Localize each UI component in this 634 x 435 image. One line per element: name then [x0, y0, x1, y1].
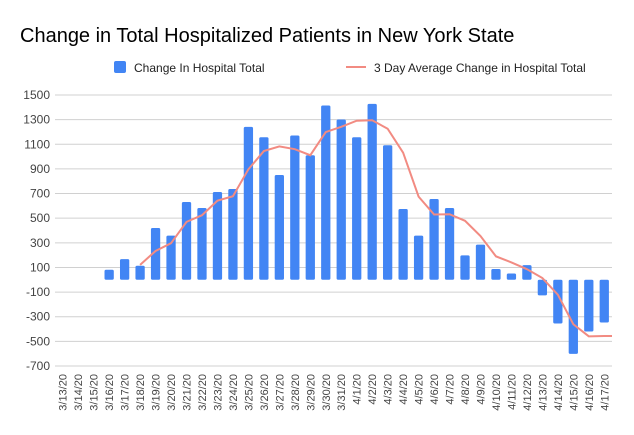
y-tick-label: 500: [30, 211, 50, 225]
bar: [274, 174, 284, 280]
y-tick-label: 1500: [23, 88, 50, 102]
bar: [553, 279, 563, 324]
bar: [537, 279, 548, 296]
x-tick-label: 3/22/20: [197, 374, 209, 411]
bar: [383, 145, 393, 280]
y-tick-label: 1100: [24, 137, 50, 151]
x-tick-label: 3/28/20: [290, 374, 302, 411]
y-tick-label: -300: [26, 310, 50, 324]
x-tick-label: 4/12/20: [522, 374, 534, 411]
x-tick-label: 3/16/20: [104, 374, 116, 411]
bar: [135, 265, 145, 280]
bar: [119, 259, 130, 280]
x-tick-label: 4/17/20: [599, 374, 611, 411]
x-tick-label: 3/14/20: [73, 374, 85, 411]
legend: Change In Hospital Total 3 Day Average C…: [114, 61, 586, 75]
bar: [460, 255, 470, 280]
bar: [444, 207, 455, 280]
bar: [181, 202, 192, 280]
y-tick-label: 900: [30, 162, 50, 176]
bar: [259, 137, 269, 280]
legend-label-bar: Change In Hospital Total: [134, 61, 265, 75]
x-tick-label: 3/30/20: [321, 374, 333, 411]
x-tick-label: 4/6/20: [429, 374, 441, 405]
y-tick-label: -100: [26, 285, 50, 299]
chart-title: Change in Total Hospitalized Patients in…: [20, 25, 514, 47]
legend-swatch-bar: [114, 61, 126, 73]
bar: [599, 279, 609, 323]
x-tick-label: 3/27/20: [274, 374, 286, 411]
bar: [367, 103, 377, 280]
x-tick-label: 4/2/20: [367, 374, 379, 405]
bar: [475, 244, 486, 280]
bar: [429, 198, 439, 280]
bar: [290, 135, 300, 280]
x-tick-label: 3/24/20: [228, 374, 240, 411]
bar: [104, 269, 114, 280]
x-tick-label: 4/16/20: [584, 374, 596, 411]
bar: [398, 208, 408, 280]
x-tick-label: 4/4/20: [398, 374, 410, 405]
bar: [305, 155, 315, 280]
x-tick-label: 3/21/20: [182, 374, 194, 411]
bar: [212, 191, 223, 280]
bar: [506, 273, 517, 280]
x-tick-label: 4/13/20: [537, 374, 549, 411]
bar: [491, 269, 501, 280]
bar: [150, 228, 161, 280]
bar: [584, 279, 594, 332]
x-tick-label: 3/26/20: [259, 374, 271, 411]
bar: [321, 105, 331, 280]
x-tick-label: 3/25/20: [243, 374, 255, 411]
x-tick-label: 3/13/20: [58, 374, 70, 411]
bar: [413, 235, 424, 280]
y-tick-label: 1300: [23, 113, 50, 127]
x-tick-label: 4/14/20: [553, 374, 565, 411]
y-tick-label: 700: [30, 187, 50, 201]
bar: [243, 126, 254, 280]
x-tick-label: 4/10/20: [491, 374, 503, 411]
x-tick-label: 3/18/20: [135, 374, 147, 411]
bar: [166, 235, 176, 280]
x-tick-label: 3/19/20: [151, 374, 163, 411]
legend-label-line: 3 Day Average Change in Hospital Total: [374, 61, 586, 75]
x-tick-label: 4/11/20: [506, 374, 518, 410]
x-tick-label: 3/29/20: [305, 374, 317, 411]
x-tick-label: 3/15/20: [89, 374, 101, 411]
x-tick-label: 4/15/20: [568, 374, 580, 411]
x-tick-label: 4/3/20: [383, 374, 395, 405]
x-tick-label: 4/7/20: [445, 374, 457, 405]
y-tick-label: 300: [30, 236, 50, 250]
x-tick-label: 3/23/20: [212, 374, 224, 411]
bar: [228, 188, 238, 280]
x-tick-label: 4/1/20: [352, 374, 364, 405]
x-tick-label: 4/9/20: [475, 374, 487, 405]
x-tick-label: 3/17/20: [120, 374, 132, 411]
y-tick-label: -700: [26, 359, 50, 373]
x-tick-label: 4/8/20: [460, 374, 472, 405]
bar: [336, 119, 346, 280]
x-tick-label: 4/5/20: [414, 374, 426, 405]
bar: [197, 207, 207, 280]
bar: [568, 279, 578, 354]
x-tick-label: 3/31/20: [336, 374, 348, 411]
x-tick-label: 3/20/20: [166, 374, 178, 411]
y-tick-label: 100: [30, 260, 50, 274]
average-line: [139, 119, 612, 338]
bar: [352, 137, 362, 280]
y-tick-label: -500: [26, 334, 50, 348]
